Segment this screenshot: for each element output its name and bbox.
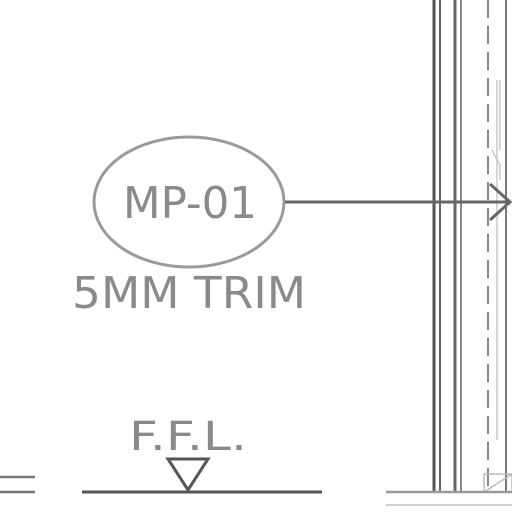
wall-assembly (432, 0, 512, 493)
floor-lines (0, 475, 512, 506)
level-triangle-icon (165, 457, 211, 493)
level-marker: F.F.L. (129, 414, 247, 493)
leader-arrowhead (488, 182, 512, 222)
base-block-diagonal (483, 473, 512, 493)
material-tag: MP-01 5MM TRIM (72, 135, 512, 319)
level-label: F.F.L. (129, 414, 247, 460)
tag-code: MP-01 (123, 178, 257, 229)
tag-description: 5MM TRIM (72, 268, 306, 319)
trim-return (491, 149, 501, 180)
tag-ellipse (92, 135, 286, 269)
